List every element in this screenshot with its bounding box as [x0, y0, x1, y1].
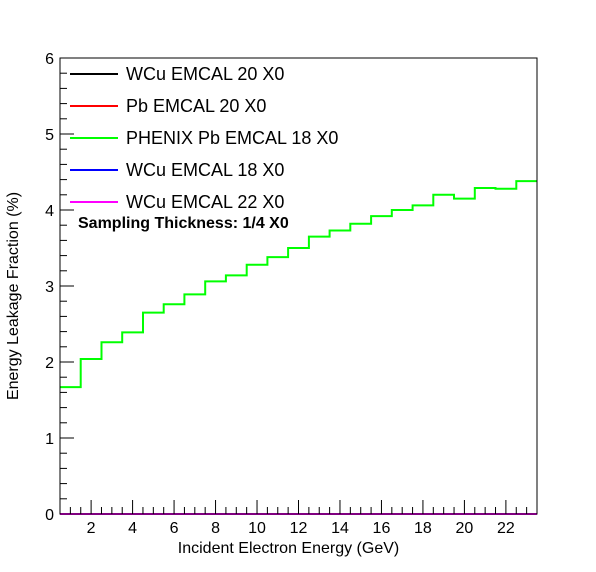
legend-entry-label: Pb EMCAL 20 X0	[126, 96, 266, 116]
x-tick-label: 6	[170, 520, 179, 537]
y-tick-label: 4	[45, 203, 54, 220]
y-tick-label: 0	[45, 507, 54, 524]
x-tick-label: 18	[414, 520, 432, 537]
x-tick-label: 2	[87, 520, 96, 537]
x-tick-label: 10	[248, 520, 266, 537]
x-tick-label: 16	[373, 520, 391, 537]
y-tick-label: 6	[45, 51, 54, 68]
x-tick-label: 22	[497, 520, 515, 537]
y-tick-label: 3	[45, 279, 54, 296]
x-tick-label: 20	[456, 520, 474, 537]
legend-entry-label: WCu EMCAL 22 X0	[126, 192, 284, 212]
y-tick-label: 1	[45, 431, 54, 448]
legend: WCu EMCAL 20 X0 Pb EMCAL 20 X0 PHENIX Pb E…	[70, 64, 338, 212]
y-tick-label: 5	[45, 127, 54, 144]
legend-entry-label: WCu EMCAL 20 X0	[126, 64, 284, 84]
x-tick-label: 14	[331, 520, 349, 537]
series-line	[60, 180, 537, 389]
legend-entry-label: PHENIX Pb EMCAL 18 X0	[126, 128, 338, 148]
x-axis-title: Incident Electron Energy (GeV)	[178, 540, 399, 557]
sampling-thickness-annotation: Sampling Thickness: 1/4 X0	[78, 215, 289, 232]
x-tick-label: 4	[128, 520, 137, 537]
y-axis-title: Energy Leakage Fraction (%)	[5, 192, 22, 400]
x-tick-label: 8	[211, 520, 220, 537]
y-tick-label: 2	[45, 355, 54, 372]
legend-entry-label: WCu EMCAL 18 X0	[126, 160, 284, 180]
x-tick-label: 12	[290, 520, 308, 537]
